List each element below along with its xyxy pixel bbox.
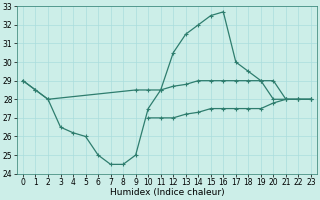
X-axis label: Humidex (Indice chaleur): Humidex (Indice chaleur): [110, 188, 224, 197]
